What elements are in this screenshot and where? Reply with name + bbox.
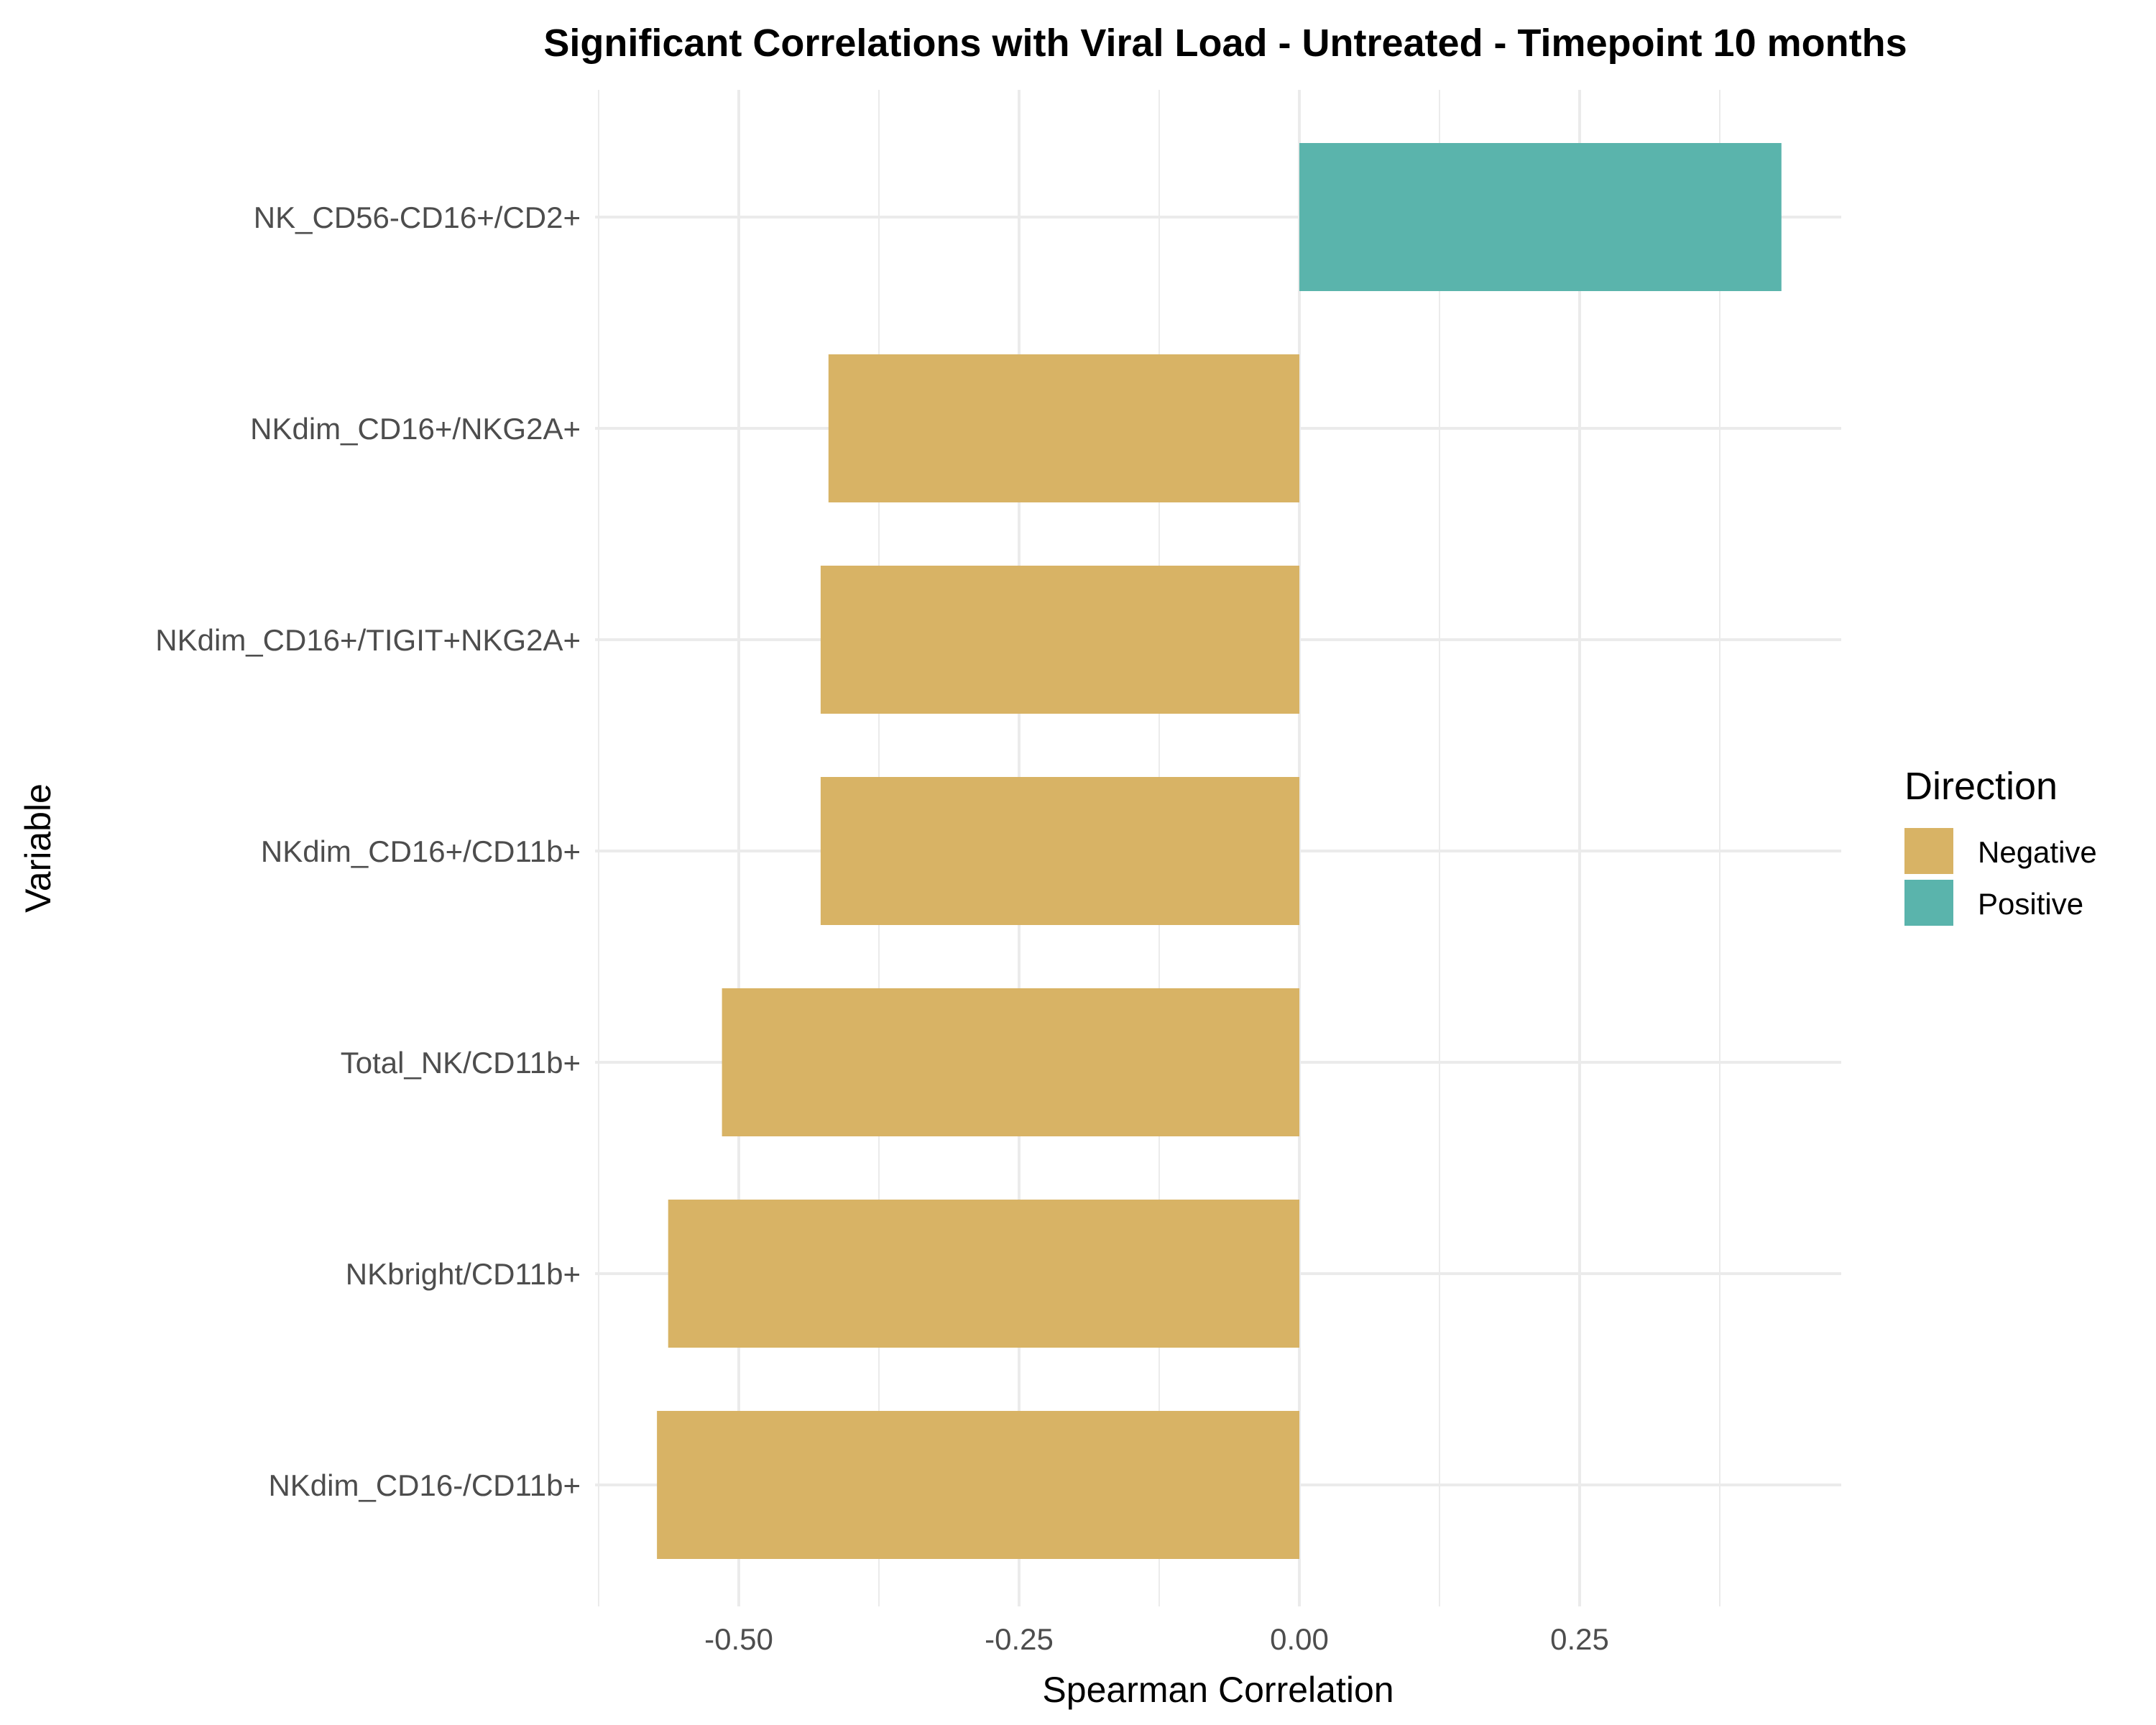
legend-label-negative: Negative — [1978, 835, 2097, 869]
bar-nkdim-cd16-cd11b- — [657, 1411, 1299, 1559]
bar-nkdim-cd16-tigit-nkg2a- — [820, 566, 1299, 714]
bars — [657, 143, 1782, 1559]
y-tick-label: NK_CD56-CD16+/CD2+ — [254, 201, 581, 234]
x-tick-label: -0.25 — [985, 1622, 1054, 1656]
legend-label-positive: Positive — [1978, 887, 2083, 921]
x-axis-title: Spearman Correlation — [1042, 1670, 1393, 1710]
legend-swatch-positive — [1904, 880, 1953, 926]
legend-swatch-negative — [1904, 828, 1953, 874]
x-tick-label: 0.00 — [1270, 1622, 1329, 1656]
y-tick-label: Total_NK/CD11b+ — [341, 1046, 581, 1080]
y-tick-label: NKdim_CD16+/TIGIT+NKG2A+ — [155, 623, 581, 657]
y-tick-label: NKbright/CD11b+ — [346, 1257, 581, 1291]
y-tick-labels: NK_CD56-CD16+/CD2+ NKdim_CD16+/NKG2A+ NKdi… — [155, 201, 581, 1502]
x-tick-label: -0.50 — [704, 1622, 773, 1656]
bar-total-nk-cd11b- — [722, 988, 1299, 1136]
bar-nkdim-cd16-nkg2a- — [828, 354, 1299, 502]
legend-title: Direction — [1904, 765, 2058, 808]
y-tick-label: NKdim_CD16+/NKG2A+ — [250, 412, 581, 446]
bar-nkbright-cd11b- — [668, 1200, 1299, 1348]
y-axis-title: Variable — [18, 783, 58, 913]
bar-nk-cd56-cd16-cd2- — [1299, 143, 1782, 291]
legend-items: Negative Positive — [1904, 828, 2097, 926]
x-tick-label: 0.25 — [1550, 1622, 1609, 1656]
bar-nkdim-cd16-cd11b- — [820, 777, 1299, 925]
legend: Direction Negative Positive — [1904, 765, 2097, 926]
y-tick-label: NKdim_CD16-/CD11b+ — [268, 1468, 581, 1502]
y-tick-label: NKdim_CD16+/CD11b+ — [261, 834, 581, 868]
x-tick-labels: -0.50 -0.25 0.00 0.25 — [704, 1622, 1609, 1656]
chart-title: Significant Correlations with Viral Load… — [543, 22, 1907, 65]
